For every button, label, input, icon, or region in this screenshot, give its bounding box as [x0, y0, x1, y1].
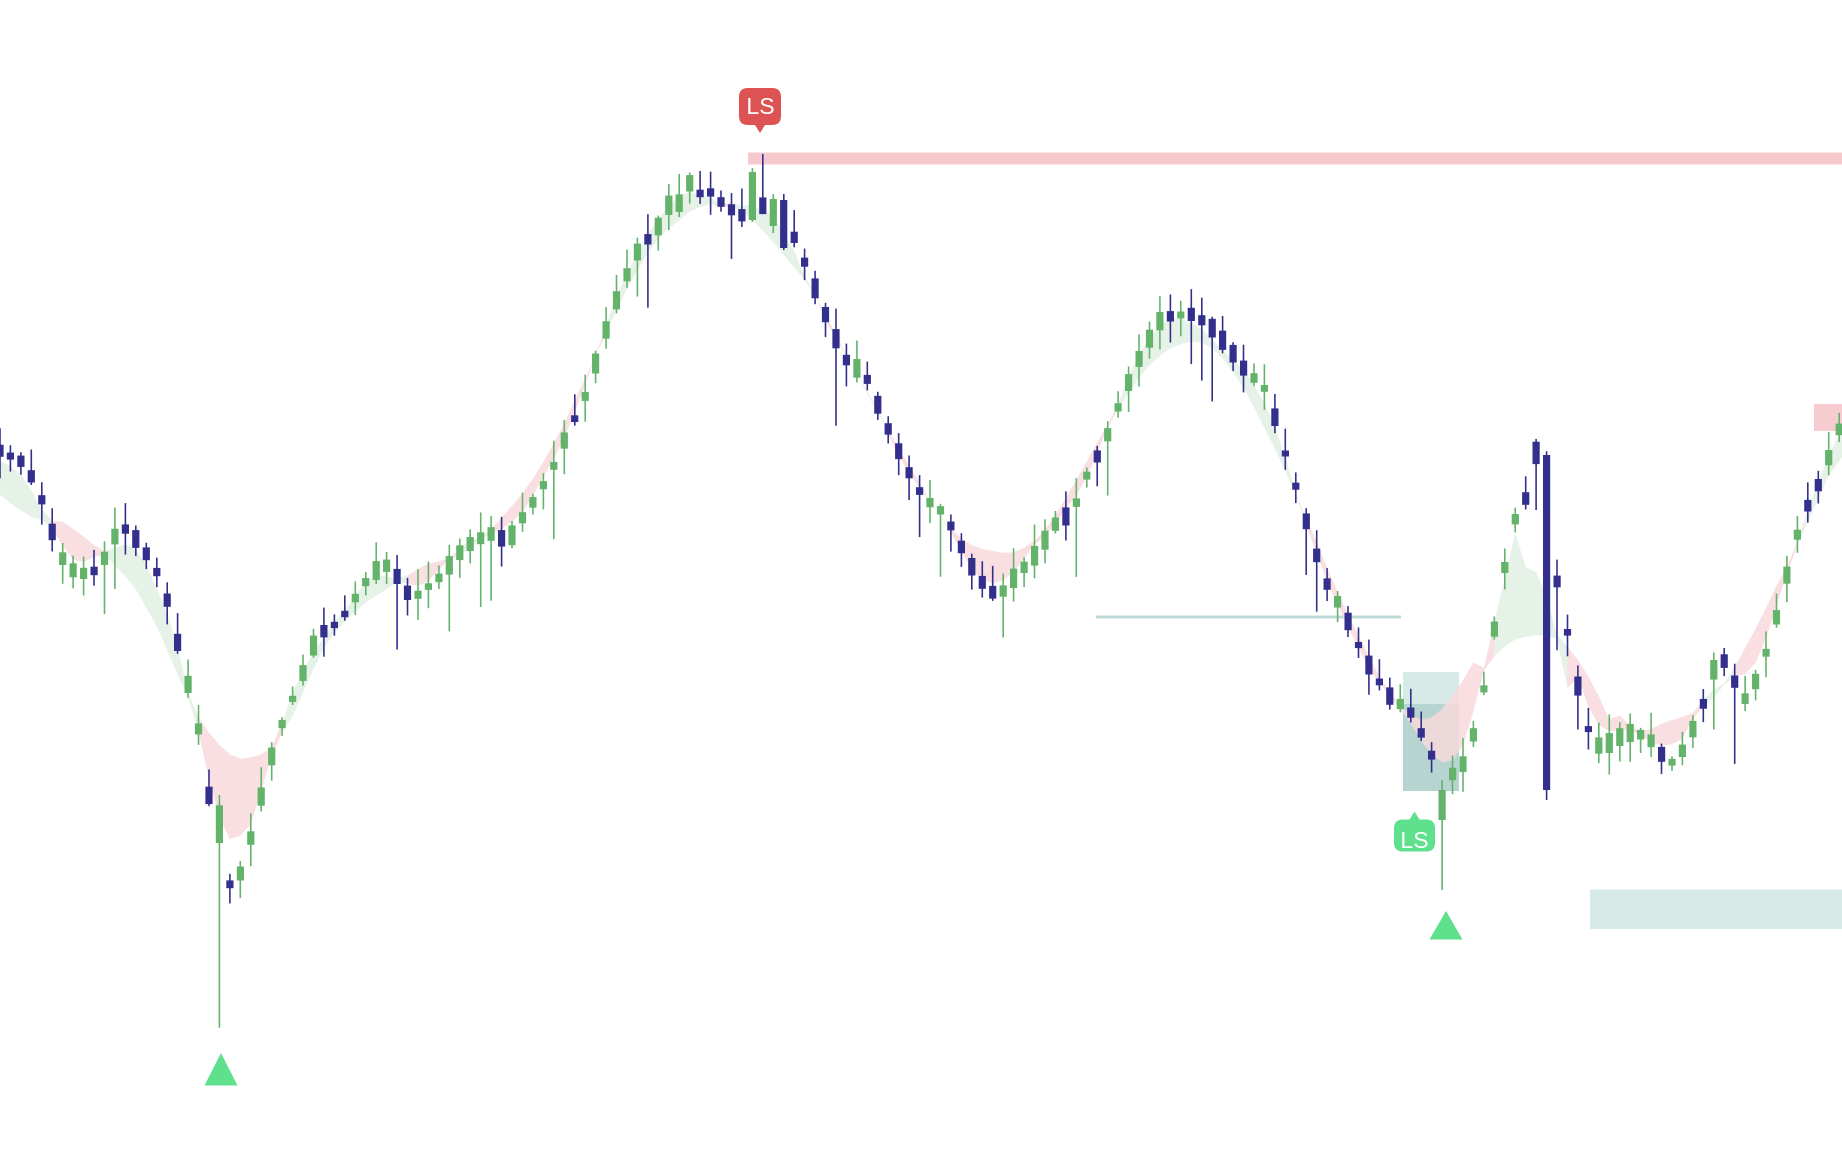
- svg-text:LS: LS: [1400, 827, 1428, 853]
- svg-text:LS: LS: [746, 93, 774, 119]
